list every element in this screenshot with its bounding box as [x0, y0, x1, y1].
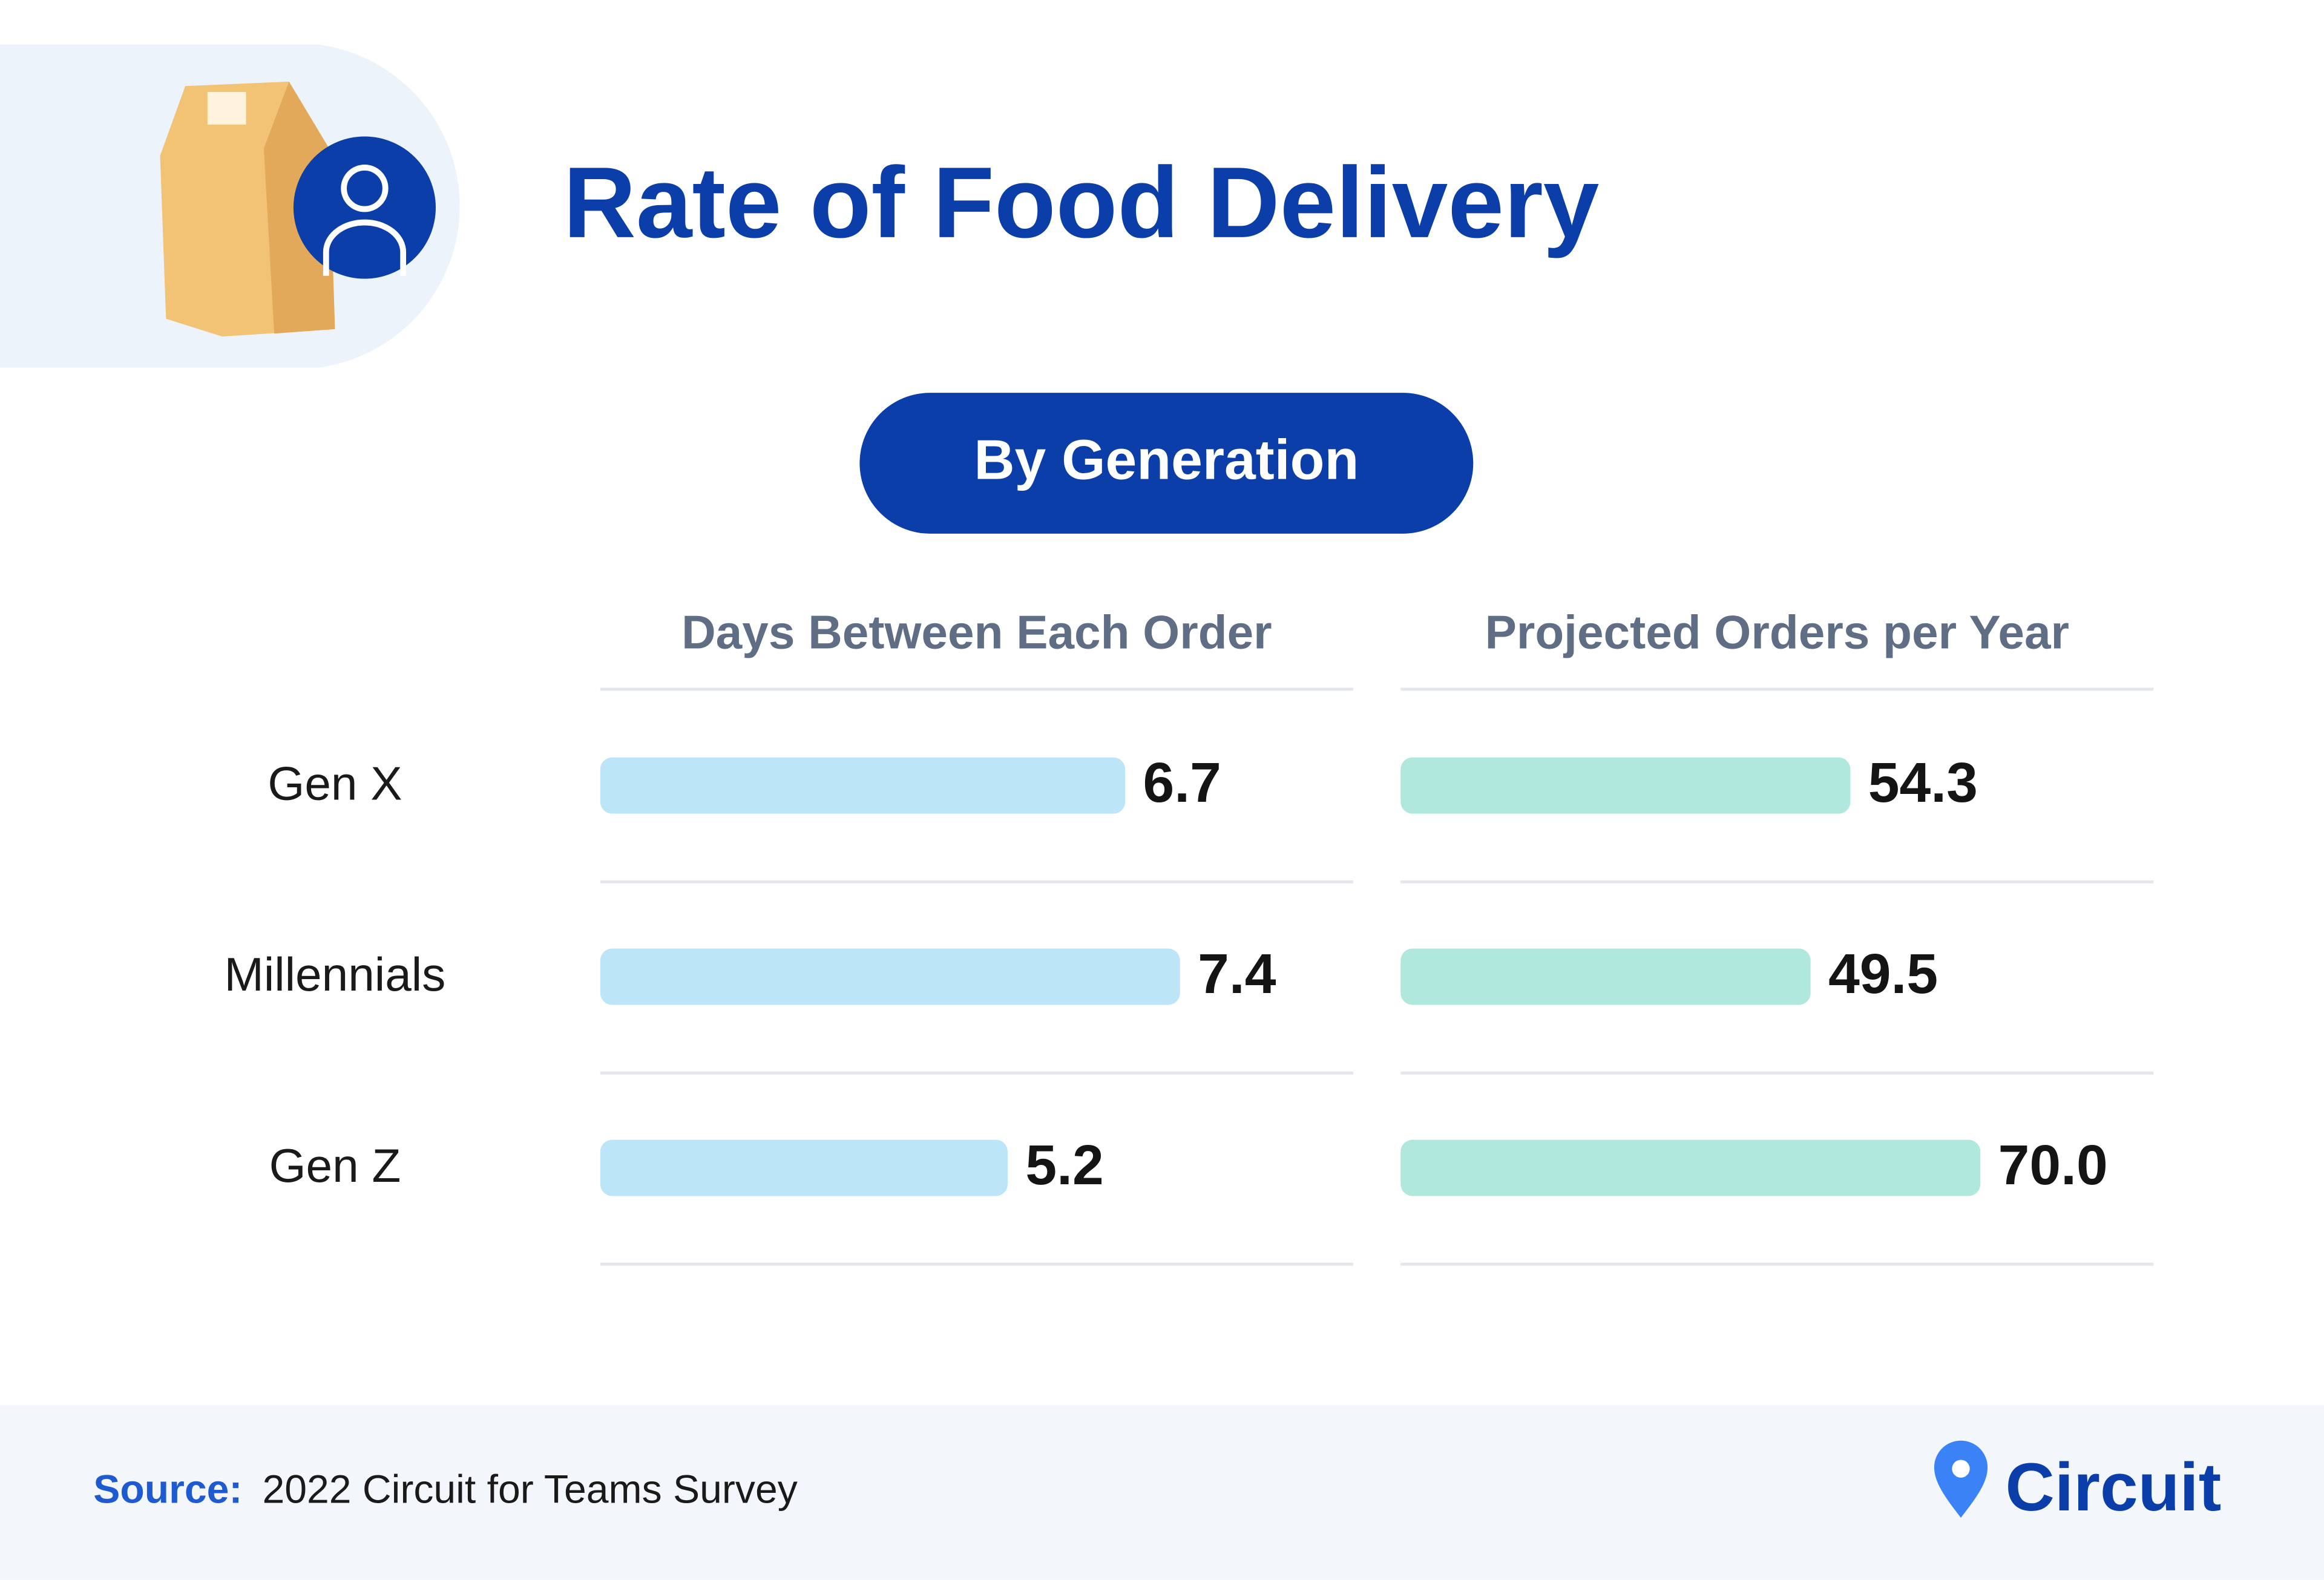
source-text: 2022 Circuit for Teams Survey	[262, 1467, 797, 1512]
logo-pin-dot	[1952, 1460, 1970, 1478]
bar	[1400, 1139, 1981, 1196]
source-label: Source:	[93, 1467, 242, 1512]
column-header: Days Between Each Order	[681, 606, 1272, 659]
logo: Circuit	[2005, 1449, 2221, 1525]
value-label: 6.7	[1143, 751, 1221, 814]
title: Rate of Food Delivery	[563, 146, 1600, 259]
column-header: Projected Orders per Year	[1485, 606, 2070, 659]
value-label: 49.5	[1828, 942, 1938, 1005]
value-label: 7.4	[1198, 942, 1276, 1005]
value-label: 70.0	[1998, 1133, 2108, 1196]
value-label: 54.3	[1868, 751, 1978, 814]
footer	[0, 1405, 2324, 1580]
bar	[1400, 948, 1811, 1005]
logo-pin	[1934, 1440, 1988, 1518]
value-label: 5.2	[1025, 1133, 1103, 1196]
bar	[600, 948, 1180, 1005]
category-label: Gen Z	[269, 1139, 401, 1192]
subtitle-pill	[859, 393, 1474, 534]
person-icon	[293, 136, 436, 279]
bar	[600, 757, 1126, 814]
bar	[600, 1139, 1008, 1196]
bar	[1400, 757, 1851, 814]
subtitle: By Generation	[974, 428, 1359, 491]
category-label: Millennials	[225, 948, 446, 1001]
category-label: Gen X	[268, 756, 402, 810]
source: Source: 2022 Circuit for Teams Survey	[93, 1467, 797, 1512]
